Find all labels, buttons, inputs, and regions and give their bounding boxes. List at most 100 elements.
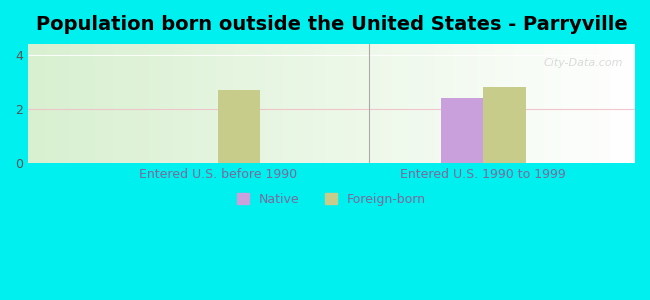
Bar: [428, 44, 435, 163]
Bar: [252, 44, 259, 163]
Bar: [301, 44, 307, 163]
Bar: [179, 44, 186, 163]
Bar: [495, 44, 501, 163]
Bar: [174, 44, 179, 163]
Title: Population born outside the United States - Parryville: Population born outside the United State…: [36, 15, 627, 34]
Bar: [198, 44, 204, 163]
Bar: [283, 44, 289, 163]
Bar: [161, 44, 168, 163]
Bar: [186, 44, 192, 163]
Bar: [119, 44, 125, 163]
Bar: [519, 44, 526, 163]
Bar: [332, 44, 337, 163]
Bar: [586, 44, 593, 163]
Bar: [270, 44, 277, 163]
Bar: [64, 44, 70, 163]
Bar: [386, 44, 392, 163]
Bar: [143, 44, 150, 163]
Bar: [356, 44, 362, 163]
Bar: [374, 44, 380, 163]
Bar: [410, 44, 417, 163]
Bar: [313, 44, 319, 163]
Bar: [611, 44, 617, 163]
Bar: [344, 44, 350, 163]
Bar: [168, 44, 174, 163]
Bar: [599, 44, 604, 163]
Bar: [404, 44, 410, 163]
Bar: [113, 44, 119, 163]
Bar: [471, 44, 477, 163]
Bar: [46, 44, 52, 163]
Bar: [204, 44, 210, 163]
Bar: [575, 44, 580, 163]
Bar: [83, 44, 88, 163]
Bar: [538, 44, 544, 163]
Bar: [259, 44, 265, 163]
Text: City-Data.com: City-Data.com: [543, 58, 623, 68]
Bar: [489, 44, 495, 163]
Bar: [392, 44, 398, 163]
Bar: [295, 44, 301, 163]
Bar: [350, 44, 356, 163]
Bar: [216, 44, 222, 163]
Bar: [77, 44, 83, 163]
Bar: [34, 44, 40, 163]
Bar: [368, 44, 374, 163]
Bar: [265, 44, 270, 163]
Bar: [289, 44, 295, 163]
Bar: [483, 87, 526, 163]
Bar: [514, 44, 519, 163]
Bar: [562, 44, 568, 163]
Bar: [307, 44, 313, 163]
Bar: [483, 44, 489, 163]
Bar: [319, 44, 326, 163]
Bar: [277, 44, 283, 163]
Bar: [326, 44, 332, 163]
Bar: [234, 44, 240, 163]
Bar: [568, 44, 575, 163]
Bar: [459, 44, 465, 163]
Bar: [398, 44, 404, 163]
Bar: [623, 44, 629, 163]
Bar: [28, 44, 34, 163]
Bar: [556, 44, 562, 163]
Bar: [526, 44, 532, 163]
Bar: [422, 44, 428, 163]
Bar: [501, 44, 508, 163]
Bar: [550, 44, 556, 163]
Bar: [101, 44, 107, 163]
Bar: [441, 44, 447, 163]
Bar: [604, 44, 611, 163]
Bar: [70, 44, 77, 163]
Bar: [617, 44, 623, 163]
Bar: [453, 44, 459, 163]
Bar: [58, 44, 64, 163]
Bar: [218, 90, 260, 163]
Bar: [240, 44, 246, 163]
Bar: [95, 44, 101, 163]
Bar: [417, 44, 423, 163]
Bar: [107, 44, 113, 163]
Bar: [222, 44, 228, 163]
Bar: [508, 44, 514, 163]
Bar: [380, 44, 386, 163]
Bar: [228, 44, 234, 163]
Bar: [580, 44, 586, 163]
Bar: [362, 44, 368, 163]
Bar: [465, 44, 471, 163]
Bar: [629, 44, 635, 163]
Bar: [210, 44, 216, 163]
Bar: [447, 44, 453, 163]
Bar: [441, 98, 483, 163]
Bar: [477, 44, 483, 163]
Bar: [593, 44, 599, 163]
Bar: [435, 44, 441, 163]
Bar: [155, 44, 161, 163]
Legend: Native, Foreign-born: Native, Foreign-born: [231, 188, 431, 211]
Bar: [125, 44, 131, 163]
Bar: [131, 44, 137, 163]
Bar: [532, 44, 538, 163]
Bar: [150, 44, 155, 163]
Bar: [192, 44, 198, 163]
Bar: [337, 44, 344, 163]
